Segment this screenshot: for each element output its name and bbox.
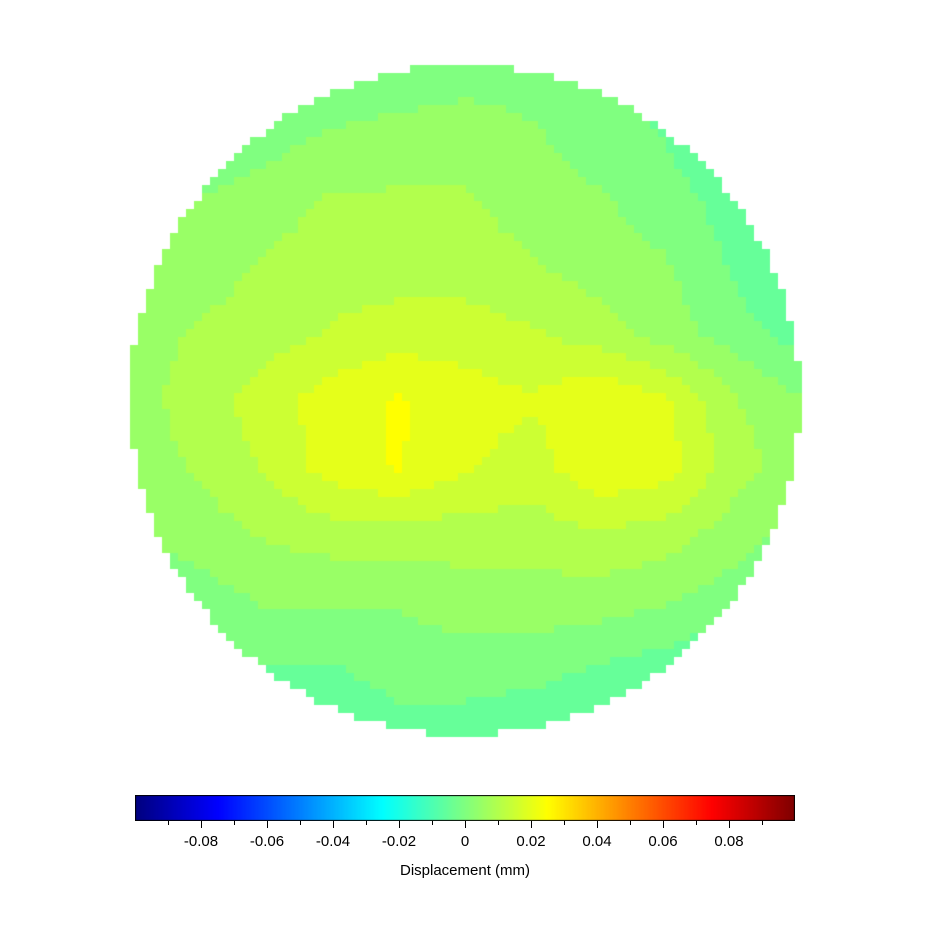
- displacement-heatmap: [122, 57, 808, 743]
- colorbar-minor-tick: [234, 821, 235, 825]
- colorbar-major-tick: [333, 821, 334, 828]
- colorbar-major-tick: [729, 821, 730, 828]
- colorbar-tick-label: -0.04: [316, 833, 350, 850]
- colorbar-minor-tick: [300, 821, 301, 825]
- colorbar-tick-label: -0.02: [382, 833, 416, 850]
- colorbar-axis-label: Displacement (mm): [400, 862, 530, 879]
- colorbar-gradient: [135, 795, 795, 821]
- colorbar-tick-label: 0.08: [714, 833, 743, 850]
- colorbar-minor-tick: [762, 821, 763, 825]
- colorbar-major-tick: [465, 821, 466, 828]
- colorbar-tick-label: 0: [461, 833, 469, 850]
- colorbar-major-tick: [597, 821, 598, 828]
- colorbar-minor-tick: [498, 821, 499, 825]
- colorbar-major-tick: [531, 821, 532, 828]
- colorbar-tick-label: 0.04: [582, 833, 611, 850]
- colorbar-minor-tick: [696, 821, 697, 825]
- colorbar-major-tick: [399, 821, 400, 828]
- colorbar-tick-label: -0.06: [250, 833, 284, 850]
- colorbar-major-tick: [201, 821, 202, 828]
- colorbar-tick-label: 0.06: [648, 833, 677, 850]
- colorbar-minor-tick: [366, 821, 367, 825]
- colorbar-major-tick: [267, 821, 268, 828]
- colorbar-minor-tick: [630, 821, 631, 825]
- colorbar-major-tick: [663, 821, 664, 828]
- figure-stage: Displacement (mm) -0.08 -0.06 -0.04 -0.02 0 0…: [0, 0, 933, 933]
- colorbar-minor-tick: [168, 821, 169, 825]
- colorbar-tick-label: -0.08: [184, 833, 218, 850]
- colorbar-minor-tick: [564, 821, 565, 825]
- colorbar-tick-label: 0.02: [516, 833, 545, 850]
- colorbar-minor-tick: [432, 821, 433, 825]
